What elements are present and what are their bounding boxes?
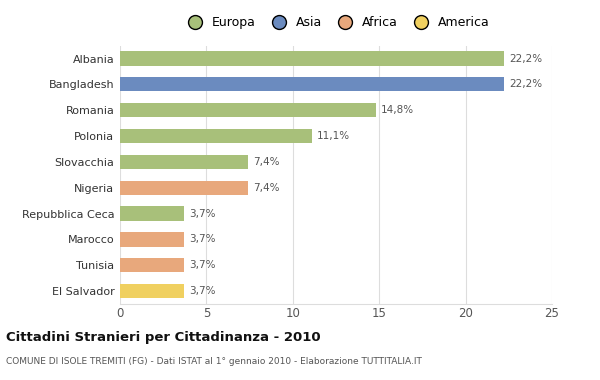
Text: 7,4%: 7,4% bbox=[253, 157, 280, 167]
Bar bbox=[120, 103, 376, 117]
Text: 22,2%: 22,2% bbox=[509, 79, 542, 89]
Legend: Europa, Asia, Africa, America: Europa, Asia, Africa, America bbox=[177, 11, 495, 34]
Text: 14,8%: 14,8% bbox=[381, 105, 414, 115]
Bar bbox=[120, 51, 503, 66]
Text: 22,2%: 22,2% bbox=[509, 54, 542, 63]
Bar bbox=[120, 180, 248, 195]
Bar bbox=[120, 284, 184, 298]
Text: 3,7%: 3,7% bbox=[189, 234, 215, 244]
Bar bbox=[120, 155, 248, 169]
Bar bbox=[120, 232, 184, 247]
Text: 3,7%: 3,7% bbox=[189, 209, 215, 218]
Text: 3,7%: 3,7% bbox=[189, 260, 215, 270]
Text: 3,7%: 3,7% bbox=[189, 286, 215, 296]
Text: Cittadini Stranieri per Cittadinanza - 2010: Cittadini Stranieri per Cittadinanza - 2… bbox=[6, 331, 320, 344]
Text: 11,1%: 11,1% bbox=[317, 131, 350, 141]
Text: 7,4%: 7,4% bbox=[253, 183, 280, 193]
Bar bbox=[120, 258, 184, 272]
Text: COMUNE DI ISOLE TREMITI (FG) - Dati ISTAT al 1° gennaio 2010 - Elaborazione TUTT: COMUNE DI ISOLE TREMITI (FG) - Dati ISTA… bbox=[6, 357, 422, 366]
Bar bbox=[120, 77, 503, 92]
Bar bbox=[120, 206, 184, 221]
Bar bbox=[120, 129, 312, 143]
